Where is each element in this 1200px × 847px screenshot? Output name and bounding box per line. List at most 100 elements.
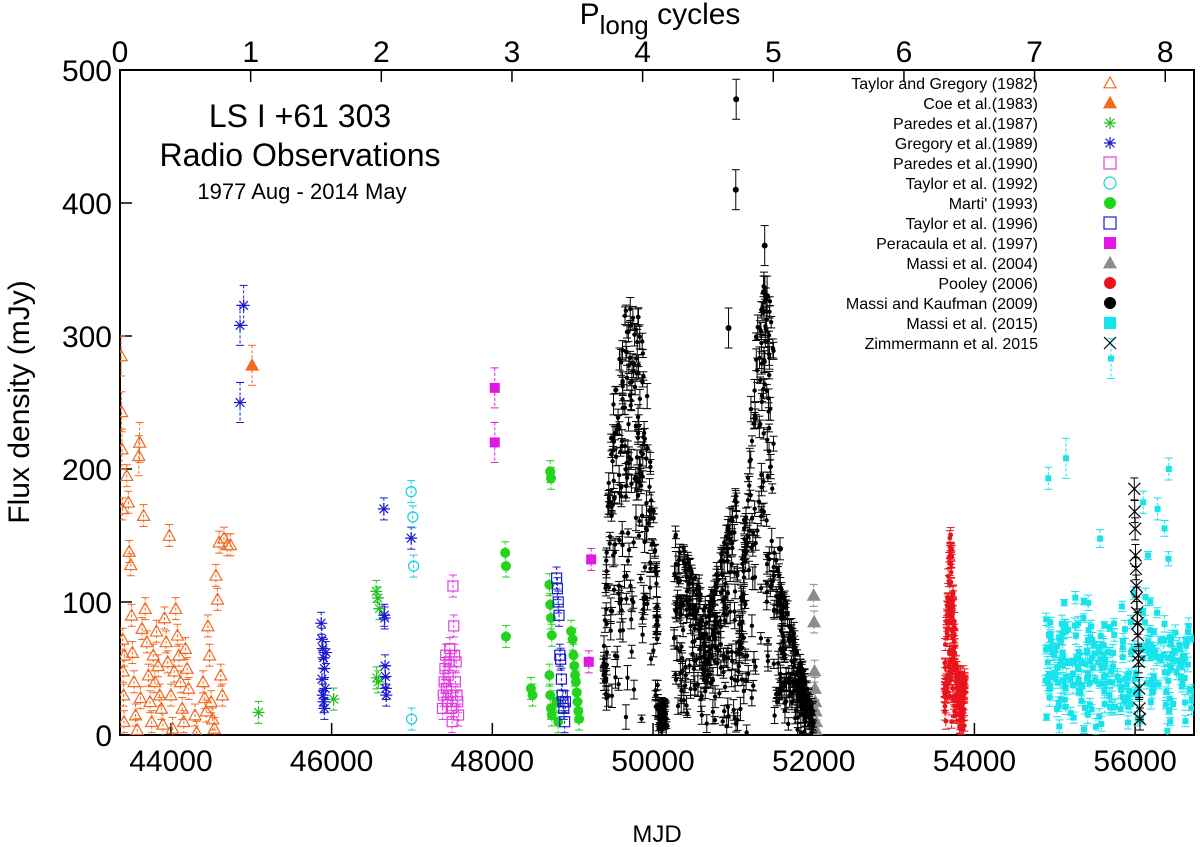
series-11-cloud-point-578: [690, 639, 695, 645]
series-0-point-61: [208, 568, 223, 581]
series-12-cloud-point-75: [1147, 699, 1154, 706]
series-11-cloud-point-886: [635, 479, 641, 484]
series-11-cloud-point-47: [710, 709, 716, 715]
series-11-cloud-point-670: [679, 656, 685, 661]
series-0-point-0: [120, 348, 129, 362]
series-7: [551, 566, 572, 734]
y-tick-label-0: 0: [95, 720, 112, 753]
series-11-cloud-point-348: [703, 688, 708, 694]
series-3-point-2: [234, 396, 247, 409]
series-11-cloud-point-855: [647, 459, 653, 465]
annotation-source-name: LS I +61 303: [209, 98, 391, 134]
series-11-cloud-point-356: [640, 616, 645, 621]
series-12-cloud-point-238: [1155, 681, 1162, 688]
series-12-cloud-point-248: [1046, 671, 1053, 678]
series-10-cloud-point-117: [943, 718, 949, 724]
series-6-point-23: [571, 687, 582, 698]
series-11-cloud-point-753: [704, 678, 709, 683]
series-10-cloud-point-158: [954, 697, 960, 703]
series-11-cloud-point-860: [635, 431, 641, 436]
data-marks: [120, 78, 1194, 735]
series-11-cloud-point-785: [745, 533, 750, 539]
series-12-cloud-point-69: [1120, 638, 1127, 645]
series-10-cloud-point-89: [952, 709, 958, 714]
series-0-point-58: [204, 694, 219, 708]
series-11-cloud-point-477: [638, 449, 644, 455]
series-11-cloud-point-637: [624, 475, 630, 481]
series-11-cloud-point-623: [650, 540, 656, 546]
series-11-cloud-point-640: [718, 641, 723, 647]
series-11-cloud-point-675: [622, 443, 628, 449]
series-11-cloud-point-746: [644, 456, 649, 461]
series-11-cloud-point-734: [655, 603, 660, 609]
series-11-cloud-point-799: [639, 513, 645, 518]
series-11-cloud-point-444: [623, 494, 628, 499]
series-11-cloud-point-39: [751, 683, 756, 688]
series-10-cloud-point-126: [942, 703, 948, 709]
series-0-point-64: [213, 667, 228, 681]
series-11-cloud-point-805: [678, 605, 683, 610]
series-12-cloud-point-183: [1106, 692, 1113, 699]
series-11-cloud-point-568: [648, 656, 654, 662]
series-11-cloud-point-485: [608, 628, 613, 633]
series-12-cloud-point-68: [1121, 626, 1128, 633]
series-11-point-0: [725, 325, 732, 332]
series-11-cloud-point-892: [688, 623, 693, 629]
series-11-cloud-point-891: [778, 608, 783, 613]
series-11-cloud-point-616: [712, 590, 718, 596]
series-12-cloud-point-52: [1185, 622, 1192, 629]
series-11-cloud-point-612: [615, 415, 621, 420]
series-11-cloud-point-445: [772, 550, 777, 556]
series-0-point-68: [223, 537, 238, 551]
series-2-point-5: [370, 671, 383, 684]
series-3-point-1: [237, 299, 250, 312]
series-11-cloud-point-791: [787, 623, 792, 629]
series-11-cloud-point-631: [672, 571, 677, 577]
series-12-cloud-point-230: [1078, 697, 1085, 704]
series-0-point-37: [160, 654, 175, 668]
series-11-cloud-point-251: [632, 384, 638, 390]
series-5-point-0: [405, 486, 417, 498]
series-7-point-0: [551, 572, 563, 584]
series-11-cloud-point-842: [755, 528, 760, 533]
series-12-cloud-point-216: [1179, 654, 1186, 661]
y-tick-label-3: 300: [62, 321, 112, 354]
plot-frame: [119, 69, 1195, 736]
series-11-cloud-point-849: [767, 557, 772, 562]
series-0-point-31: [151, 658, 166, 672]
series-11-cloud-point-695: [701, 608, 707, 613]
series-10-cloud-point-111: [951, 713, 957, 719]
series-0-point-57: [202, 647, 217, 661]
series-11-cloud-point-473: [730, 658, 735, 664]
series-12-cloud-point-30: [1059, 649, 1066, 656]
series-12-cloud-point-197: [1079, 682, 1086, 689]
series-12-cloud-point-177: [1173, 669, 1180, 676]
series-12-cloud-point-226: [1122, 675, 1129, 682]
x-axis-title: MJD: [632, 821, 681, 847]
axis-ticks: 44000 46000 48000 50000 52000 54000 5600001002…: [62, 36, 1177, 778]
series-11-cloud-point-282: [752, 388, 757, 393]
series-0-point-50: [181, 681, 196, 694]
series-12-cloud-point-254: [1055, 679, 1062, 686]
series-11-cloud-point-218: [776, 661, 781, 666]
series-12-cloud-point-156: [1112, 703, 1119, 710]
series-12-cloud-point-225: [1108, 667, 1115, 674]
series-12-cloud-point-166: [1048, 644, 1055, 651]
series-10-cloud-point-187: [949, 553, 955, 559]
x-tick-label-4: 52000: [772, 745, 855, 778]
series-11-cloud-point-548: [604, 558, 609, 563]
x2-tick-label-3: 3: [504, 36, 521, 69]
series-0-point-36: [159, 634, 174, 648]
series-11-cloud-point-496: [758, 328, 764, 334]
series-10-cloud-point-191: [947, 535, 953, 541]
series-11-cloud-point-567: [603, 585, 608, 591]
series-12-cloud-point-130: [1150, 628, 1157, 635]
series-6-point-4: [527, 690, 538, 701]
series-9-point-2: [807, 663, 822, 677]
series-0-point-14: [125, 645, 140, 658]
legend-marker-12: [1104, 317, 1116, 329]
x-tick-label-3: 50000: [611, 745, 694, 778]
series-12-cloud-point-253: [1132, 670, 1139, 677]
series-12-cloud-point-57: [1106, 624, 1113, 631]
series-0-point-12: [123, 557, 138, 571]
